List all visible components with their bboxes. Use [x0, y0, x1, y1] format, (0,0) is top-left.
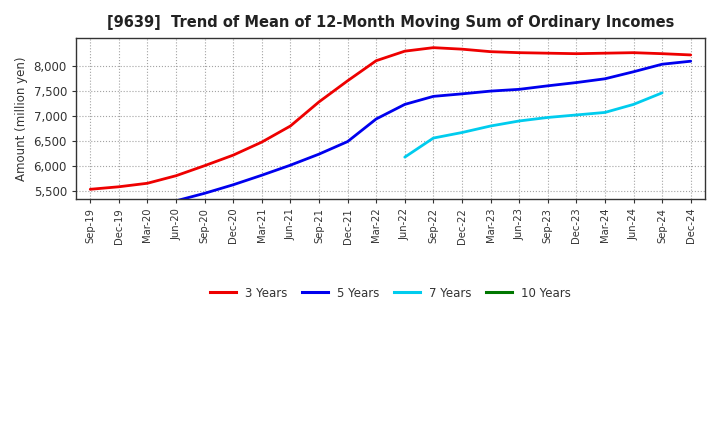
Title: [9639]  Trend of Mean of 12-Month Moving Sum of Ordinary Incomes: [9639] Trend of Mean of 12-Month Moving …	[107, 15, 674, 30]
Legend: 3 Years, 5 Years, 7 Years, 10 Years: 3 Years, 5 Years, 7 Years, 10 Years	[205, 282, 576, 304]
Y-axis label: Amount (million yen): Amount (million yen)	[15, 56, 28, 181]
